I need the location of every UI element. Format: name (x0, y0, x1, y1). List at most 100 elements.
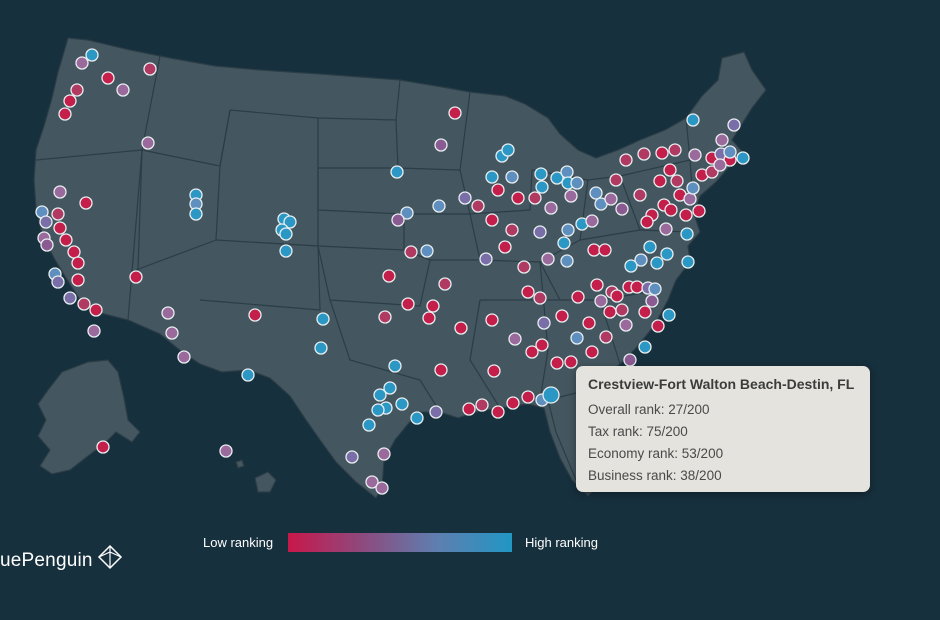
city-dot[interactable] (71, 273, 85, 287)
city-dot[interactable] (141, 136, 155, 150)
city-dot[interactable] (378, 310, 392, 324)
city-dot[interactable] (471, 199, 485, 213)
city-dot[interactable] (401, 297, 415, 311)
city-dot[interactable] (51, 275, 65, 289)
city-dot[interactable] (434, 138, 448, 152)
city-dot[interactable] (560, 254, 574, 268)
city-dot[interactable] (648, 282, 662, 296)
city-dot[interactable] (511, 191, 525, 205)
city-dot[interactable] (58, 107, 72, 121)
city-dot[interactable] (534, 167, 548, 181)
city-dot[interactable] (316, 312, 330, 326)
city-dot[interactable] (525, 345, 539, 359)
city-dot[interactable] (505, 223, 519, 237)
city-dot[interactable] (422, 311, 436, 325)
city-dot[interactable] (487, 364, 501, 378)
city-dot[interactable] (615, 202, 629, 216)
city-dot[interactable] (485, 313, 499, 327)
city-dot[interactable] (506, 396, 520, 410)
city-dot[interactable] (314, 341, 328, 355)
city-dot[interactable] (643, 240, 657, 254)
city-dot[interactable] (599, 330, 613, 344)
city-dot[interactable] (564, 355, 578, 369)
city-dot[interactable] (598, 243, 612, 257)
city-dot[interactable] (517, 260, 531, 274)
city-dot[interactable] (528, 191, 542, 205)
city-dot[interactable] (395, 397, 409, 411)
city-dot[interactable] (129, 270, 143, 284)
city-dot[interactable] (681, 255, 695, 269)
city-dot[interactable] (660, 247, 674, 261)
city-dot[interactable] (590, 278, 604, 292)
city-dot[interactable] (686, 181, 700, 195)
city-dot[interactable] (491, 405, 505, 419)
city-dot[interactable] (624, 259, 638, 273)
city-dot[interactable] (177, 350, 191, 364)
city-dot[interactable] (432, 199, 446, 213)
city-dot[interactable] (683, 192, 697, 206)
city-dot[interactable] (79, 196, 93, 210)
city-dot[interactable] (680, 227, 694, 241)
city-dot[interactable] (371, 403, 385, 417)
city-dot[interactable] (279, 227, 293, 241)
city-dot[interactable] (479, 252, 493, 266)
city-dot[interactable] (505, 170, 519, 184)
city-dot[interactable] (521, 390, 535, 404)
city-dot[interactable] (589, 186, 603, 200)
city-dot[interactable] (39, 215, 53, 229)
city-dot[interactable] (67, 245, 81, 259)
city-dot[interactable] (634, 253, 648, 267)
city-dot-selected[interactable] (542, 386, 560, 404)
city-dot[interactable] (736, 151, 750, 165)
city-dot[interactable] (501, 143, 515, 157)
city-dot[interactable] (723, 145, 737, 159)
city-dot[interactable] (604, 192, 618, 206)
city-dot[interactable] (550, 356, 564, 370)
city-dot[interactable] (404, 245, 418, 259)
city-dot[interactable] (550, 171, 564, 185)
city-dot[interactable] (564, 189, 578, 203)
city-dot[interactable] (570, 176, 584, 190)
city-dot[interactable] (585, 345, 599, 359)
city-dot[interactable] (426, 299, 440, 313)
city-dot[interactable] (388, 359, 402, 373)
city-dot[interactable] (663, 163, 677, 177)
city-dot[interactable] (116, 83, 130, 97)
city-dot[interactable] (165, 326, 179, 340)
city-dot[interactable] (651, 319, 665, 333)
city-dot[interactable] (400, 206, 414, 220)
city-dot[interactable] (63, 94, 77, 108)
city-dot[interactable] (615, 303, 629, 317)
city-dot[interactable] (429, 405, 443, 419)
city-dot[interactable] (633, 188, 647, 202)
city-dot[interactable] (101, 71, 115, 85)
city-dot[interactable] (362, 418, 376, 432)
city-dot[interactable] (89, 303, 103, 317)
city-dot[interactable] (533, 291, 547, 305)
city-dot[interactable] (420, 244, 434, 258)
city-dot[interactable] (462, 402, 476, 416)
city-dot[interactable] (96, 440, 110, 454)
city-dot[interactable] (59, 233, 73, 247)
city-dot[interactable] (53, 221, 67, 235)
city-dot[interactable] (659, 222, 673, 236)
city-dot[interactable] (664, 203, 678, 217)
city-dot[interactable] (143, 62, 157, 76)
city-dot[interactable] (438, 277, 452, 291)
city-dot[interactable] (77, 297, 91, 311)
city-dot[interactable] (587, 243, 601, 257)
city-dot[interactable] (715, 133, 729, 147)
city-dot[interactable] (688, 148, 702, 162)
city-dot[interactable] (582, 316, 596, 330)
city-dot[interactable] (241, 368, 255, 382)
city-dot[interactable] (679, 208, 693, 222)
city-dot[interactable] (377, 447, 391, 461)
city-dot[interactable] (189, 207, 203, 221)
city-dot[interactable] (638, 340, 652, 354)
city-dot[interactable] (219, 444, 233, 458)
city-dot[interactable] (560, 165, 574, 179)
city-dot[interactable] (686, 113, 700, 127)
city-dot[interactable] (645, 294, 659, 308)
city-dot[interactable] (713, 158, 727, 172)
city-dot[interactable] (535, 180, 549, 194)
